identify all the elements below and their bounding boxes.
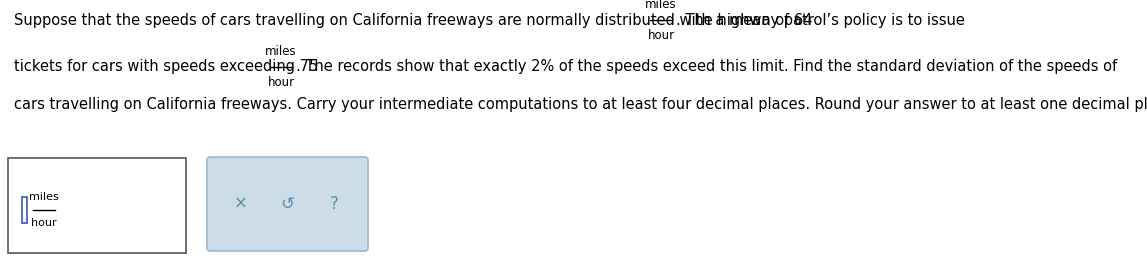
Text: miles: miles (29, 192, 58, 202)
Text: . The highway patrol’s policy is to issue: . The highway patrol’s policy is to issu… (676, 13, 965, 28)
Text: ?: ? (329, 195, 338, 213)
Text: . The records show that exactly 2% of the speeds exceed this limit. Find the sta: . The records show that exactly 2% of th… (296, 59, 1117, 74)
Text: ×: × (234, 195, 248, 213)
Text: ↺: ↺ (281, 195, 295, 213)
Text: miles: miles (265, 45, 297, 58)
Text: tickets for cars with speeds exceeding 75: tickets for cars with speeds exceeding 7… (14, 59, 318, 74)
Text: Suppose that the speeds of cars travelling on California freeways are normally d: Suppose that the speeds of cars travelli… (14, 13, 812, 28)
Text: hour: hour (31, 218, 57, 228)
Text: hour: hour (267, 76, 295, 89)
Text: miles: miles (645, 0, 677, 11)
Text: cars travelling on California freeways. Carry your intermediate computations to : cars travelling on California freeways. … (14, 96, 1147, 112)
Bar (22, 197, 28, 223)
Text: hour: hour (647, 29, 674, 42)
FancyBboxPatch shape (206, 157, 368, 251)
Bar (8, 158, 186, 253)
